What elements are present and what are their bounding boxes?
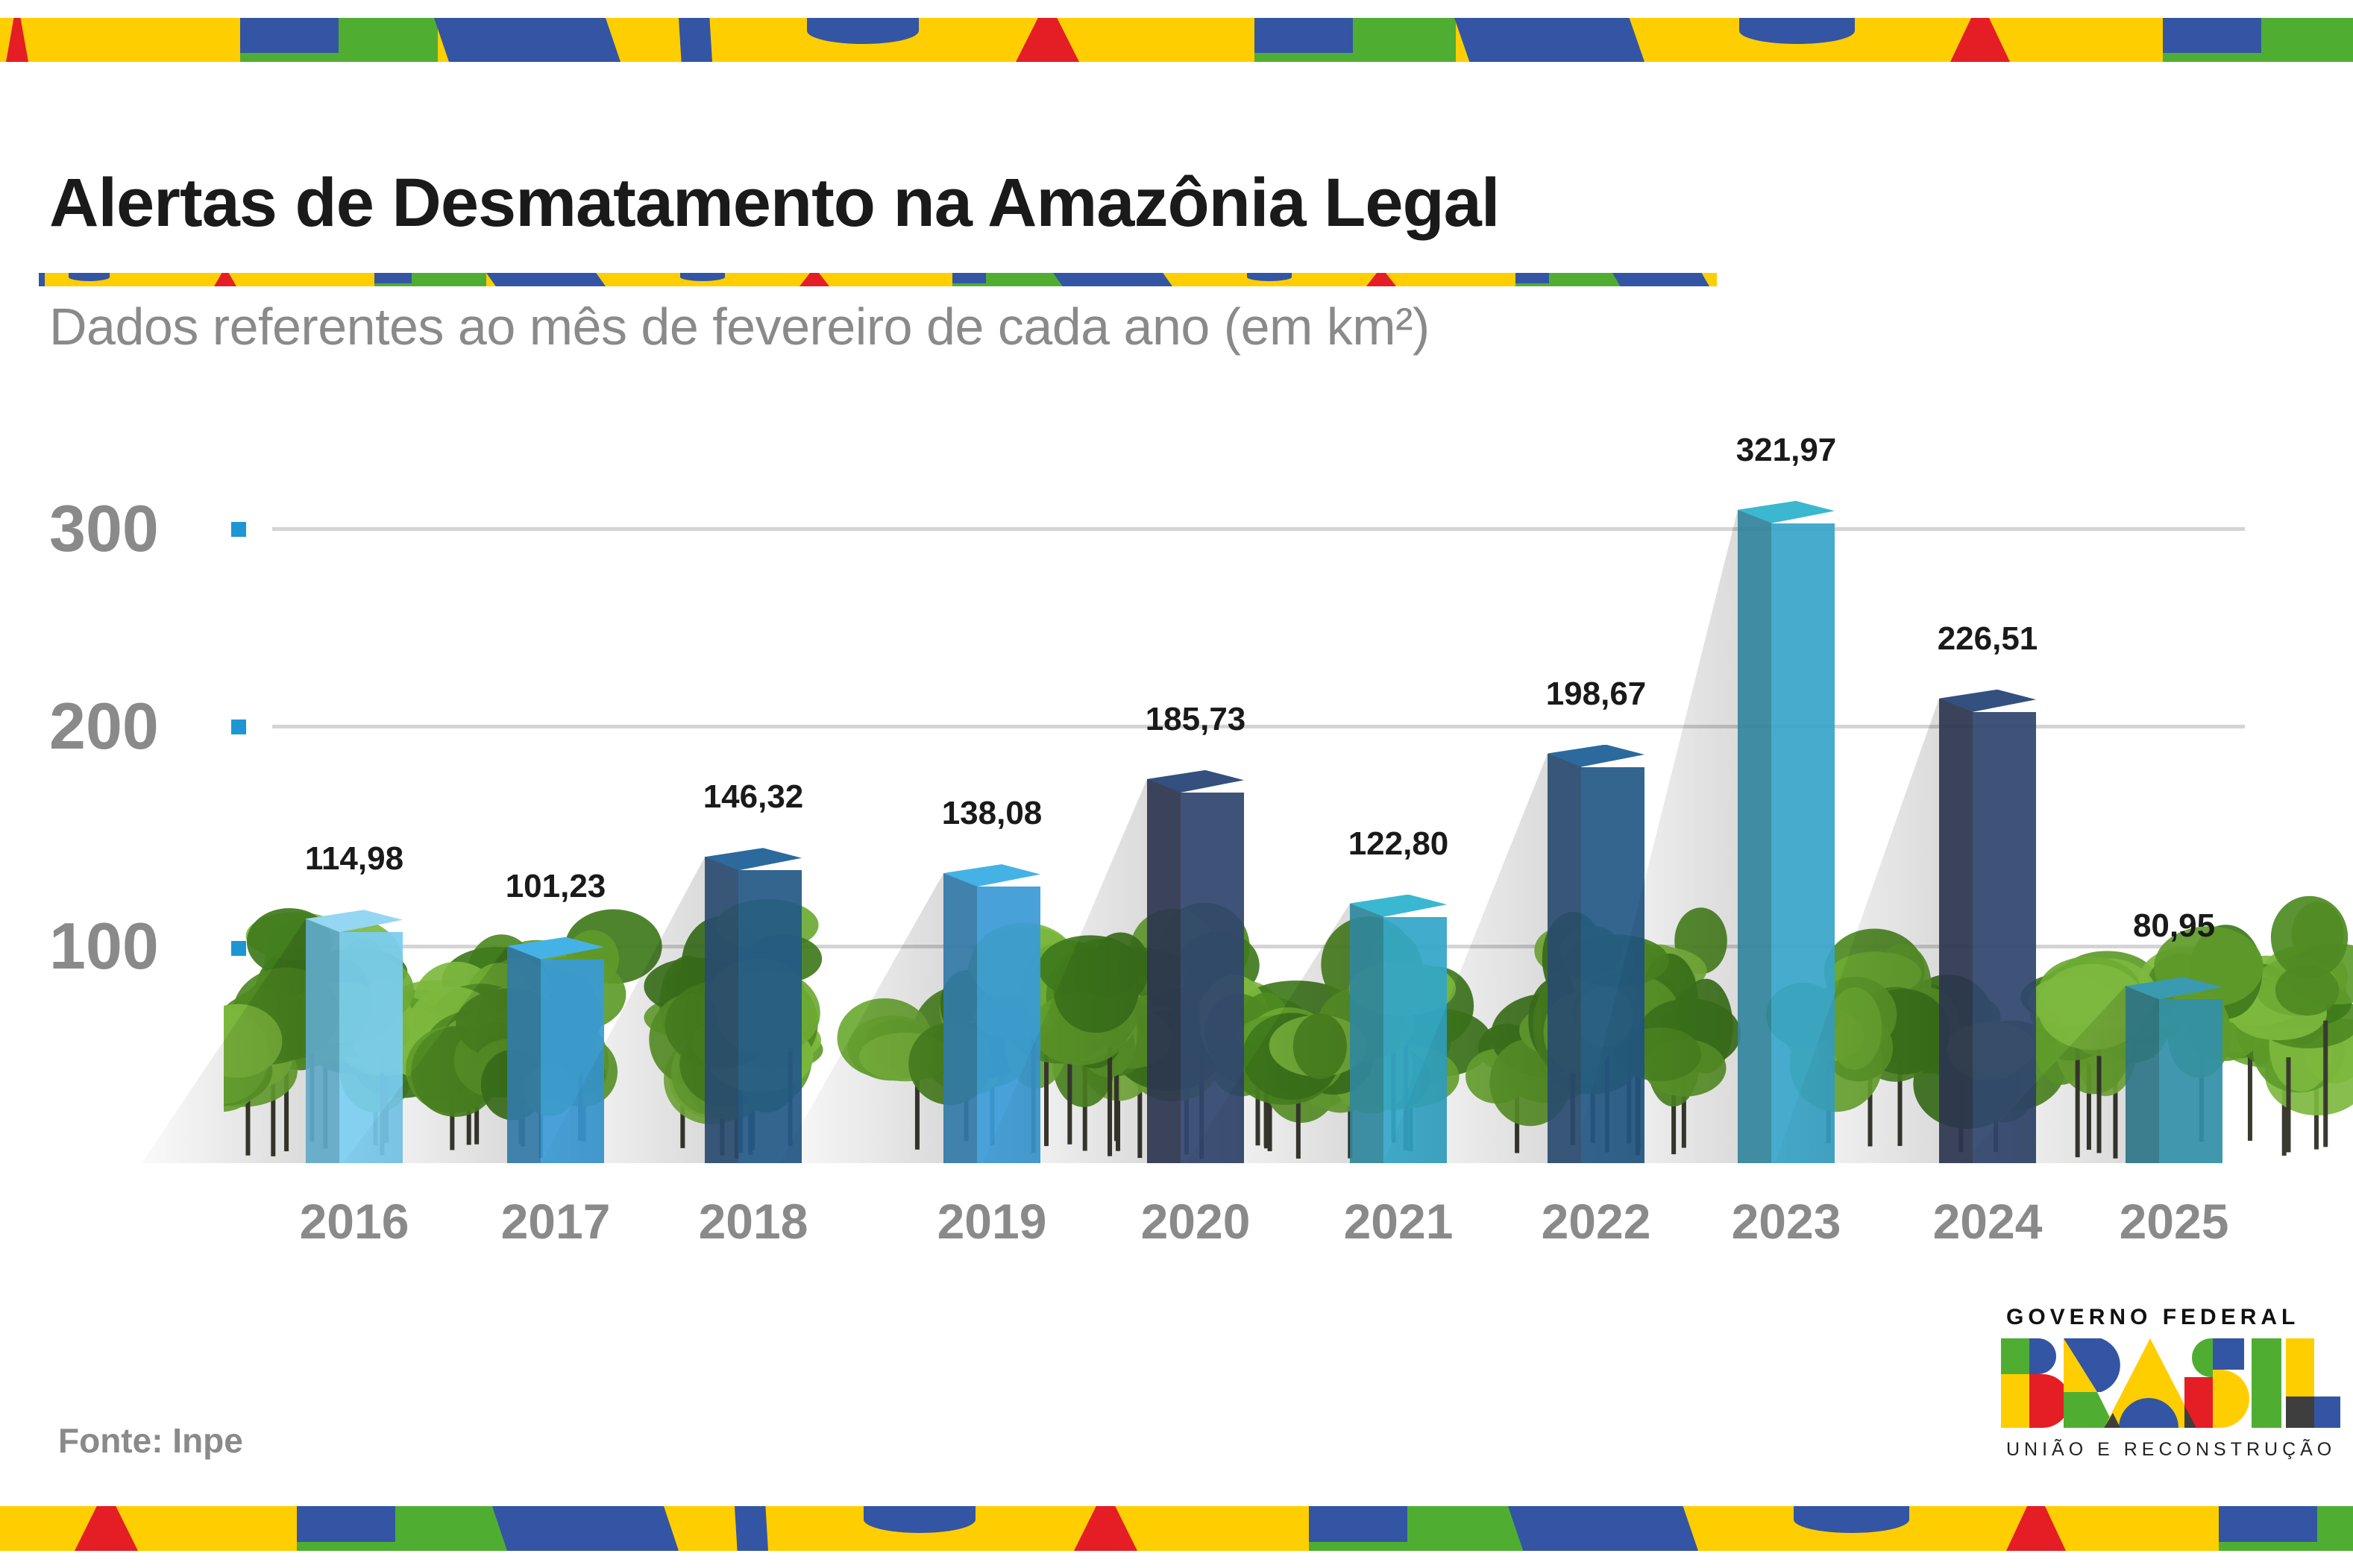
stripe-shape (39, 273, 45, 286)
bar-side-face (1738, 509, 1771, 1163)
stripe-shape (2163, 18, 2261, 54)
stripe-shape (1950, 18, 2010, 62)
bar-front-face (541, 959, 604, 1163)
stripe-shape (807, 18, 919, 45)
value-label-2023: 321,97 (1735, 431, 1837, 468)
stripe-shape (679, 18, 712, 62)
x-label-2020: 2020 (1140, 1194, 1251, 1249)
bar-front-face (1383, 916, 1447, 1163)
value-label-2021: 122,80 (1348, 825, 1449, 862)
bar-side-face (2126, 986, 2159, 1163)
y-tick-100: 100 (49, 909, 159, 983)
y-tick-200: 200 (49, 689, 159, 763)
y-tick-marker-icon (231, 941, 246, 956)
bar-side-face (1939, 698, 1973, 1163)
x-label-2018: 2018 (698, 1194, 808, 1249)
stripe-shape (1454, 18, 1644, 62)
value-label-2022: 198,67 (1545, 675, 1647, 712)
value-label-2025: 80,95 (2132, 907, 2216, 945)
stripe-shape (735, 1506, 768, 1551)
stripe-shape (1247, 273, 1292, 281)
stripe-shape (1366, 273, 1396, 286)
stripe-shape (240, 18, 339, 54)
stripe-shape (75, 1506, 138, 1551)
stripe-shape (492, 1506, 679, 1551)
x-label-2019: 2019 (937, 1194, 1047, 1249)
top-decorative-stripe (0, 18, 2353, 62)
bar-front-face (1181, 792, 1244, 1163)
source-note: Fonte: Inpe (58, 1421, 243, 1460)
stripe-shape (1515, 273, 1549, 284)
x-label-2024: 2024 (1932, 1194, 2043, 1249)
bar-side-face (1350, 903, 1383, 1163)
bar-side-face (1548, 753, 1581, 1163)
tree-background-illustration (224, 895, 2353, 1159)
stripe-shape (1794, 1506, 1909, 1533)
stripe-shape (486, 273, 606, 286)
bar-side-face (943, 873, 977, 1163)
x-label-2016: 2016 (299, 1194, 409, 1249)
chart-title: Alertas de Desmatamento na Amazônia Lega… (49, 165, 1500, 241)
value-label-2019: 138,08 (941, 795, 1043, 832)
stripe-shape (1074, 1506, 1137, 1551)
bar-side-face (1147, 778, 1181, 1163)
bar-front-face (1581, 766, 1644, 1163)
chart-subtitle: Dados referentes ao mês de fevereiro de … (49, 297, 1430, 356)
brasil-wordmark-icon (2001, 1338, 2340, 1428)
bar-side-face (507, 945, 541, 1163)
stripe-shape (680, 273, 725, 281)
y-tick-300: 300 (49, 491, 159, 565)
stripe-shape (374, 273, 412, 284)
x-label-2022: 2022 (1541, 1194, 1651, 1249)
stripe-shape (799, 273, 829, 286)
x-label-2021: 2021 (1343, 1194, 1454, 1249)
bottom-decorative-stripe (0, 1506, 2353, 1551)
bar-front-face (738, 870, 802, 1163)
value-label-2018: 146,32 (703, 778, 804, 816)
bar-front-face (2159, 999, 2222, 1163)
bar-side-face (306, 919, 339, 1163)
stripe-shape (1739, 18, 1855, 45)
stripe-shape (2006, 1506, 2066, 1551)
stripe-shape (1053, 273, 1172, 286)
stripe-shape (1254, 18, 1353, 54)
bar-front-face (1973, 711, 2036, 1163)
stripe-shape (2219, 1506, 2317, 1542)
governo-federal-logo: GOVERNO FEDERAL UNIÃO E RECONSTRUÇÃO (1969, 1297, 2342, 1469)
stripe-shape (1508, 1506, 1698, 1551)
stripe-shape (1309, 1506, 1407, 1542)
stripe-shape (214, 273, 236, 286)
logo-top-text: GOVERNO FEDERAL (2006, 1305, 2300, 1329)
stripe-shape (6, 18, 28, 62)
y-tick-marker-icon (231, 720, 246, 734)
gridline-300 (272, 527, 2245, 531)
stripe-shape (864, 1506, 976, 1533)
logo-bottom-text: UNIÃO E RECONSTRUÇÃO (2006, 1439, 2337, 1460)
gridline-200 (272, 725, 2245, 728)
bar-front-face (977, 887, 1040, 1163)
stripe-shape (69, 273, 110, 281)
bar-side-face (705, 857, 738, 1163)
y-tick-marker-icon (231, 522, 246, 537)
value-label-2020: 185,73 (1145, 700, 1246, 737)
x-label-2017: 2017 (500, 1194, 611, 1249)
x-label-2025: 2025 (2119, 1194, 2229, 1249)
stripe-shape (297, 1506, 395, 1542)
value-label-2017: 101,23 (505, 867, 606, 904)
title-underline-stripe (39, 273, 1717, 286)
value-label-2024: 226,51 (1937, 620, 2038, 657)
x-label-2023: 2023 (1731, 1194, 1841, 1249)
bar-front-face (339, 932, 403, 1163)
bar-front-face (1771, 523, 1835, 1163)
value-label-2016: 114,98 (304, 840, 404, 878)
stripe-shape (952, 273, 986, 284)
stripe-shape (1016, 18, 1079, 62)
stripe-shape (1612, 273, 1709, 286)
gridline-100 (272, 945, 2245, 948)
stripe-shape (434, 18, 621, 62)
